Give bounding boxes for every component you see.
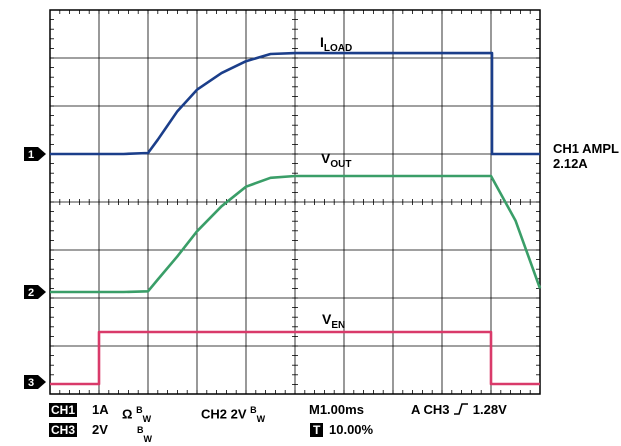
channel-marker-arrow (38, 375, 46, 389)
ch1-coupling: Ω BW (122, 405, 152, 424)
channel-marker-label: 3 (28, 377, 34, 389)
trace-i-load (50, 51, 540, 156)
channel-marker-box (24, 375, 38, 389)
ch1-amplitude-readout: CH1 AMPL 2.12A (553, 141, 619, 171)
trace-label-ven: VEN (322, 311, 345, 331)
channel-marker-3: 3 (24, 375, 46, 389)
trigger-source: A CH3 1.28V (411, 402, 507, 417)
channel-marker-box (24, 147, 38, 161)
channel-marker-label: 1 (28, 149, 34, 161)
channel-marker-2: 2 (24, 285, 46, 299)
ch3-tag: CH3 (49, 423, 78, 437)
ch3-bandwidth: BW (137, 425, 152, 444)
ch1-tag: CH1 (49, 403, 78, 417)
channel-marker-arrow (38, 147, 46, 161)
ch1-ampl-label: CH1 AMPL (553, 141, 619, 156)
channel-marker-box (24, 285, 38, 299)
trigger-position-tag: T (310, 423, 324, 437)
ch1-ampl-value: 2.12A (553, 156, 588, 171)
trigger-position: 10.00% (329, 422, 374, 437)
channel-marker-label: 2 (28, 287, 34, 299)
rising-edge-icon (454, 403, 469, 415)
channel-marker-1: 1 (24, 147, 46, 161)
timebase: M1.00ms (309, 402, 364, 417)
trace-label-iload: ILOAD (320, 34, 352, 54)
trace-label-vout: VOUT (321, 150, 351, 170)
channel-markers: 1 2 3 (24, 147, 46, 389)
grid (49, 9, 541, 395)
ch3-scale: 2V (92, 422, 108, 437)
trace-v-out (50, 174, 542, 294)
ch1-scale: 1A (92, 402, 109, 417)
channel-marker-arrow (38, 285, 46, 299)
trace-v-en (50, 330, 540, 386)
traces (50, 51, 542, 386)
ch2-scale: CH2 2V BW (201, 405, 266, 424)
